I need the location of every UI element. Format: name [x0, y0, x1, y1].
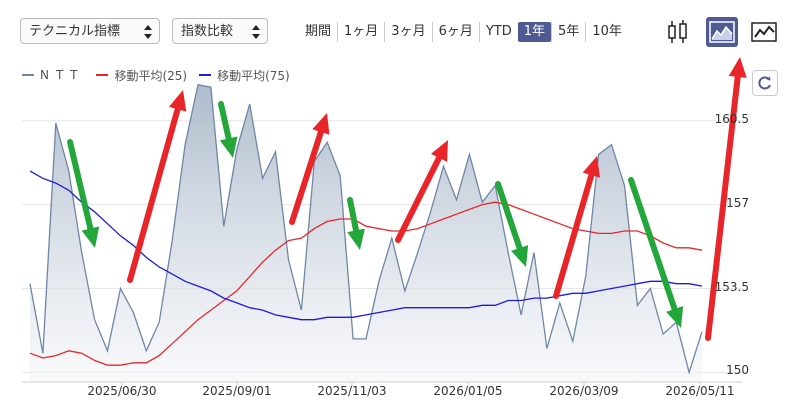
- ntt-area-fill: [30, 84, 702, 383]
- index-compare-label: 指数比較: [181, 24, 234, 39]
- period-3m[interactable]: 3ヶ月: [384, 22, 431, 42]
- annotation-arrow-head: [666, 306, 684, 328]
- y-tick-label: 160.5: [714, 111, 749, 126]
- legend-label-ma75: 移動平均(75): [217, 68, 290, 83]
- x-tick-label: 2025/09/01: [202, 384, 272, 398]
- refresh-icon: [758, 76, 771, 90]
- annotation-arrow-head: [511, 245, 529, 267]
- annotation-arrow-head: [168, 90, 187, 112]
- period-1m[interactable]: 1ヶ月: [337, 22, 384, 42]
- technical-indicator-label: テクニカル指標: [29, 24, 121, 39]
- x-tick-label: 2026/05/11: [665, 384, 735, 398]
- index-compare-select[interactable]: 指数比較: [172, 18, 268, 44]
- legend-label-ma25: 移動平均(25): [114, 68, 188, 83]
- legend-item-ma75[interactable]: 移動平均(75): [199, 67, 290, 84]
- legend-item-ma25[interactable]: 移動平均(25): [96, 67, 187, 84]
- select-arrows-icon: [144, 25, 152, 39]
- period-label: 期間: [305, 24, 332, 39]
- annotation-arrow-head: [728, 57, 747, 78]
- annotation-arrow-head: [219, 136, 238, 158]
- legend-item-ntt[interactable]: NTT: [22, 68, 84, 82]
- candlestick-icon: [668, 20, 687, 43]
- annotation-arrow-head: [582, 156, 601, 178]
- select-arrows-icon: [252, 25, 260, 39]
- annotation-arrow-shaft: [553, 172, 595, 299]
- chart-legend: NTT 移動平均(25) 移動平均(75): [22, 67, 302, 83]
- period-1y[interactable]: 1年: [517, 22, 552, 42]
- period-10y[interactable]: 10年: [585, 22, 628, 42]
- annotation-arrow-shaft: [705, 73, 741, 341]
- toolbar: テクニカル指標 指数比較 期間 1ヶ月 3ヶ月 6ヶ月 YTD 1年 5年 10…: [0, 0, 811, 62]
- series-line-ma25: [29, 201, 703, 366]
- annotation-arrow-shaft: [628, 177, 678, 313]
- legend-swatch: [199, 74, 212, 76]
- annotation-arrow-shaft: [395, 154, 443, 243]
- period-selector: 期間 1ヶ月 3ヶ月 6ヶ月 YTD 1年 5年 10年: [300, 22, 628, 42]
- annotation-arrow-shaft: [289, 129, 324, 225]
- line-chart-button[interactable]: [748, 17, 780, 47]
- legend-label-ntt: NTT: [40, 68, 85, 82]
- annotation-arrow-head: [81, 226, 100, 248]
- technical-indicator-select[interactable]: テクニカル指標: [20, 18, 160, 44]
- annotation-arrow-shaft: [347, 197, 360, 234]
- annotation-arrow-shaft: [127, 106, 181, 283]
- annotation-arrow-shaft: [67, 139, 94, 232]
- x-tick-label: 2026/01/05: [433, 384, 503, 398]
- line-chart-icon: [751, 22, 777, 42]
- annotation-arrow-head: [312, 113, 330, 135]
- refresh-button[interactable]: [752, 70, 778, 96]
- period-ytd[interactable]: YTD: [478, 22, 518, 42]
- x-tick-label: 2026/03/09: [549, 384, 619, 398]
- legend-swatch: [96, 74, 109, 76]
- area-chart-icon: [709, 21, 735, 43]
- annotation-arrow-head: [431, 140, 448, 162]
- y-tick-label: 153.5: [714, 279, 749, 294]
- y-tick-label: 150: [726, 363, 749, 378]
- annotation-arrow-head: [347, 228, 365, 250]
- period-6m[interactable]: 6ヶ月: [431, 22, 479, 42]
- annotation-arrow-shaft: [218, 101, 232, 142]
- candlestick-chart-button[interactable]: [662, 17, 694, 47]
- period-5y[interactable]: 5年: [551, 22, 585, 42]
- x-tick-label: 2025/06/30: [87, 384, 157, 398]
- y-tick-label: 157: [726, 195, 749, 210]
- area-chart-button[interactable]: [706, 17, 738, 47]
- x-tick-label: 2025/11/03: [317, 384, 387, 398]
- series-line-ma75: [29, 170, 703, 321]
- series-line-ntt: [29, 84, 703, 375]
- annotation-arrow-shaft: [495, 181, 523, 252]
- legend-swatch: [22, 74, 34, 76]
